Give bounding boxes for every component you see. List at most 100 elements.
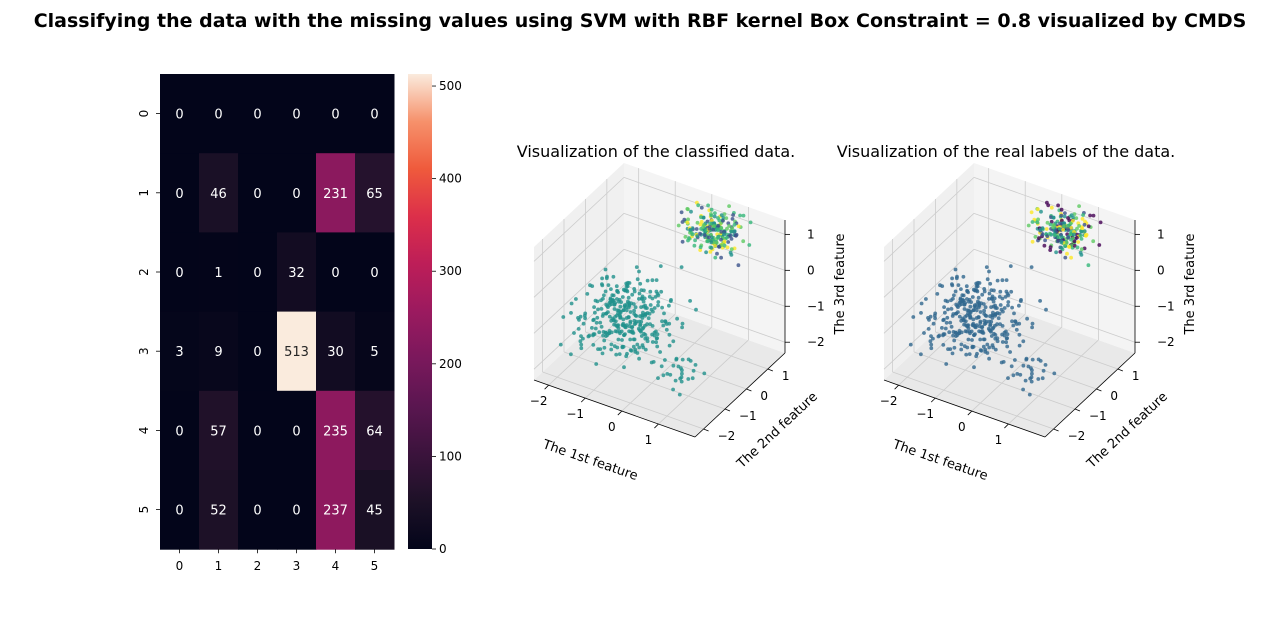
data-point	[581, 321, 586, 326]
data-point	[637, 297, 641, 301]
gridline-z	[883, 248, 975, 334]
data-point	[1038, 359, 1043, 363]
data-point	[1067, 244, 1071, 249]
data-point	[694, 307, 698, 312]
heatmap-cell	[199, 470, 239, 550]
data-point	[1017, 303, 1021, 308]
data-point	[924, 297, 928, 301]
data-point	[941, 318, 946, 323]
y-axis-line	[694, 352, 786, 438]
data-point	[679, 210, 684, 215]
data-point	[961, 274, 966, 279]
data-point	[993, 347, 998, 352]
data-point	[604, 311, 609, 316]
data-point	[995, 339, 1000, 344]
y-tick-label: 0	[137, 110, 151, 118]
data-point	[612, 322, 616, 327]
data-point	[1003, 295, 1008, 299]
data-point	[1036, 377, 1041, 381]
data-point	[1056, 203, 1060, 208]
data-point	[655, 332, 660, 337]
data-point	[927, 318, 931, 322]
data-point	[1097, 243, 1102, 247]
data-point	[602, 345, 607, 350]
data-point	[722, 243, 727, 248]
data-point	[605, 333, 610, 337]
heatmap-cell-label: 46	[210, 187, 227, 202]
data-point	[582, 313, 587, 318]
data-point	[1048, 245, 1053, 250]
data-point	[911, 315, 916, 319]
data-point	[1029, 265, 1034, 269]
data-point	[1059, 240, 1064, 245]
colorbar-tick-label: 300	[439, 264, 462, 278]
colorbar-tick-label: 400	[439, 172, 462, 186]
heatmap-cell-label: 513	[284, 345, 309, 360]
data-point	[625, 302, 629, 307]
data-point	[987, 269, 991, 274]
data-point	[978, 337, 983, 342]
data-point	[1004, 340, 1008, 345]
data-point	[600, 283, 605, 288]
data-point	[964, 352, 969, 357]
data-point	[600, 314, 605, 318]
data-point	[998, 289, 1003, 294]
data-point	[713, 244, 717, 248]
data-point	[1061, 227, 1065, 232]
colorbar-gradient	[408, 74, 432, 549]
gridline-z	[973, 212, 1136, 271]
data-point	[1012, 311, 1016, 316]
gridline-z	[623, 248, 786, 307]
data-point	[953, 267, 958, 272]
data-point	[635, 277, 640, 282]
data-point	[950, 283, 955, 288]
data-point	[654, 278, 659, 282]
data-point	[1071, 215, 1076, 220]
data-point	[637, 328, 642, 333]
heatmap-cell-label: 0	[253, 345, 261, 360]
data-point	[665, 372, 670, 376]
heatmap-cell-label: 0	[253, 424, 261, 439]
data-point	[693, 238, 697, 243]
heatmap-cell	[199, 232, 239, 313]
data-point	[1011, 323, 1016, 328]
data-point	[710, 218, 714, 223]
heatmap-cell-label: 231	[323, 187, 348, 202]
data-point	[709, 213, 714, 218]
data-point	[970, 338, 974, 342]
data-point	[643, 347, 648, 352]
data-point	[1062, 214, 1067, 219]
heatmap-cell	[277, 153, 317, 233]
data-point	[982, 308, 986, 313]
data-point	[919, 352, 923, 357]
heatmap-cell	[277, 390, 317, 471]
data-point	[947, 330, 952, 335]
data-point	[977, 329, 981, 334]
data-point	[1030, 357, 1035, 362]
heatmap-cell-label: 0	[331, 266, 339, 281]
data-point	[979, 301, 984, 306]
data-point	[650, 296, 655, 301]
gridline-z	[973, 177, 1136, 235]
data-point	[1066, 235, 1070, 240]
data-point	[1042, 243, 1047, 248]
data-point	[946, 307, 950, 312]
y-tick-mark	[1053, 428, 1059, 432]
data-point	[648, 322, 652, 326]
data-point	[628, 310, 633, 314]
heatmap-cell	[316, 153, 356, 233]
data-point	[1036, 217, 1040, 222]
data-point	[928, 314, 933, 319]
data-point	[579, 342, 584, 347]
data-point	[662, 311, 666, 316]
data-point	[1082, 222, 1087, 227]
heatmap-cell-label: 0	[175, 504, 183, 519]
data-point	[1001, 309, 1005, 314]
heatmap-cell	[277, 470, 317, 550]
data-point	[945, 315, 950, 320]
data-point	[1018, 372, 1023, 377]
heatmap-cell-label: 45	[366, 504, 383, 519]
data-point	[710, 235, 714, 240]
data-point	[950, 276, 954, 281]
data-point	[719, 213, 724, 218]
